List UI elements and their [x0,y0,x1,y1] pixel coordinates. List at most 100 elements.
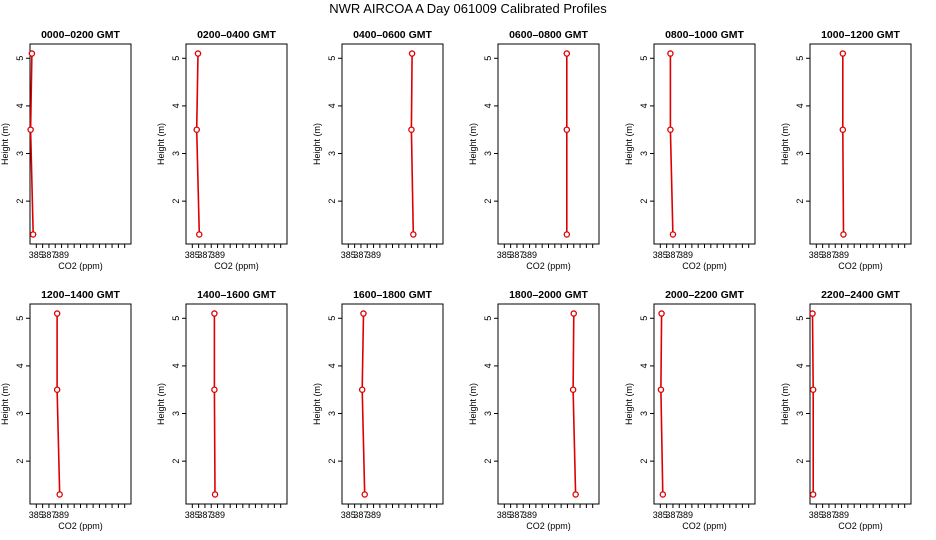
y-tick-label: 2 [483,199,493,204]
y-tick-label: 5 [639,316,649,321]
plot-frame [185,303,288,505]
y-axis-label: Height (m) [312,383,322,425]
x-tick-label: 389 [678,250,693,260]
x-tick-label: 389 [54,510,69,520]
profile-line [56,313,61,495]
y-tick-label: 3 [15,151,25,156]
x-axis-label: CO2 (ppm) [58,521,103,531]
chart-title: 0600–0800 GMT [509,29,588,41]
y-tick-label: 4 [15,363,25,368]
data-point [657,386,665,393]
chart-title: 0800–1000 GMT [665,29,744,41]
chart-title: 1800–2000 GMT [509,289,588,301]
y-tick-label: 5 [483,56,493,61]
data-point [840,231,847,238]
x-tick-label: 387 [41,510,56,520]
x-tick-label: 385 [809,250,824,260]
y-tick-label: 5 [327,316,337,321]
profile-line [195,53,201,235]
x-tick-label: 385 [653,250,668,260]
chart-title: 1000–1200 GMT [821,29,900,41]
x-tick-label: 385 [29,250,44,260]
data-point [53,310,61,317]
plot-frame [341,303,444,505]
y-tick-label: 5 [639,56,649,61]
y-axis-label: Height (m) [468,123,478,165]
data-point [658,310,665,317]
x-tick-label: 387 [821,250,836,260]
x-tick-label: 385 [29,510,44,520]
chart-title: 0200–0400 GMT [197,29,276,41]
y-tick-label: 2 [15,459,25,464]
chart-title: 0400–0600 GMT [353,29,432,41]
x-axis-label: CO2 (ppm) [526,261,571,271]
x-tick-label: 389 [366,250,381,260]
plot-frame [653,303,756,505]
y-tick-label: 5 [171,56,181,61]
data-point [56,491,63,498]
data-point [211,310,218,317]
x-tick-label: 387 [509,250,524,260]
y-tick-label: 3 [171,411,181,416]
data-point [667,50,674,57]
y-tick-label: 2 [795,459,805,464]
data-point [563,50,571,57]
data-point [809,310,816,317]
x-tick-label: 385 [497,250,512,260]
data-point [809,491,817,498]
y-tick-label: 3 [795,151,805,156]
y-tick-label: 5 [327,56,337,61]
x-tick-label: 385 [185,250,200,260]
data-point [196,231,203,238]
data-point [659,491,667,498]
x-tick-label: 389 [366,510,381,520]
y-tick-label: 2 [483,459,493,464]
x-axis-label: CO2 (ppm) [58,261,103,271]
data-point [193,126,200,133]
profile-line [660,313,664,495]
y-tick-label: 3 [327,151,337,156]
data-point [572,491,579,498]
plot-frame [185,43,288,245]
x-tick-label: 389 [210,250,225,260]
chart-title: 1200–1400 GMT [41,289,120,301]
data-point [27,126,34,133]
y-axis-label: Height (m) [312,123,322,165]
data-point [29,231,37,238]
y-tick-label: 2 [171,199,181,204]
data-point [667,126,674,133]
y-tick-label: 5 [483,316,493,321]
profile-line [29,53,34,235]
y-tick-label: 3 [639,151,649,156]
y-tick-label: 4 [639,363,649,368]
y-tick-label: 4 [639,103,649,108]
data-point [361,491,368,498]
y-tick-label: 2 [15,199,25,204]
profile-line [213,313,216,495]
y-axis-label: Height (m) [468,383,478,425]
y-tick-label: 3 [15,411,25,416]
x-tick-label: 387 [353,510,368,520]
data-point [839,126,847,133]
plot-frame [497,303,600,505]
y-axis-label: Height (m) [156,123,166,165]
y-tick-label: 5 [15,56,25,61]
data-point [669,231,677,238]
plot-frame [341,43,444,245]
x-tick-label: 387 [197,510,212,520]
y-axis-label: Height (m) [156,383,166,425]
y-tick-label: 3 [483,151,493,156]
x-axis-label: CO2 (ppm) [838,261,883,271]
y-axis-label: Height (m) [624,123,634,165]
x-tick-label: 387 [665,250,680,260]
y-tick-label: 3 [483,411,493,416]
profile-line [811,313,815,495]
